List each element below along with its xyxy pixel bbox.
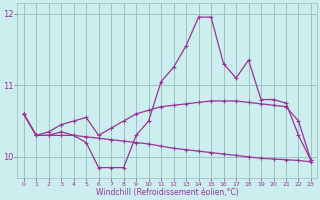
X-axis label: Windchill (Refroidissement éolien,°C): Windchill (Refroidissement éolien,°C): [96, 188, 239, 197]
